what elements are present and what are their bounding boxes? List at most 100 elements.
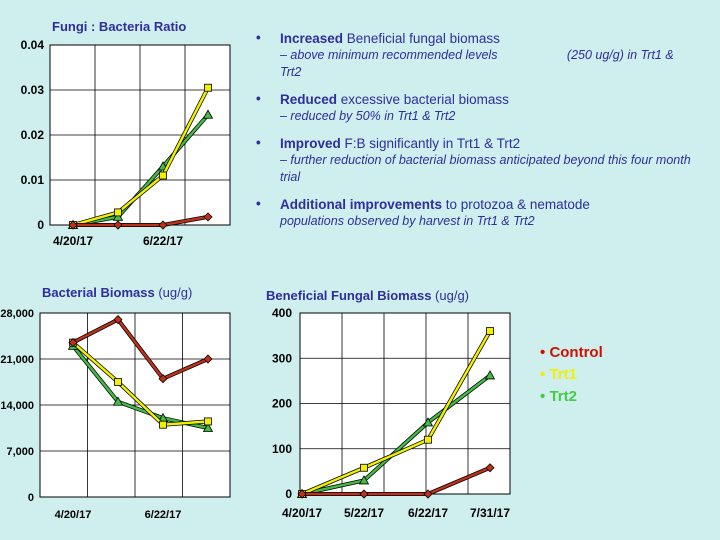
series-line-trt1 — [301, 330, 492, 496]
y-tick-label: 100 — [272, 442, 292, 456]
y-tick-label: 0.03 — [21, 83, 45, 97]
data-point-control — [158, 374, 168, 384]
finding-head: Reduced excessive bacterial biomass — [280, 91, 696, 108]
bullet-dot-icon: • — [256, 91, 261, 106]
data-point-trt1 — [159, 420, 167, 429]
finding-detail: – above minimum recommended levels (250 … — [280, 48, 678, 79]
series-line-trt1 — [72, 341, 209, 426]
finding-text: Beneficial fungal biomass — [343, 31, 500, 46]
legend-label: Trt2 — [549, 388, 577, 405]
finding-text: excessive bacterial biomass — [337, 92, 509, 107]
data-point-control — [359, 489, 369, 499]
data-point-trt1 — [204, 83, 212, 92]
chart-title-text: Beneficial Fungal Biomass — [266, 288, 431, 303]
data-point-trt2 — [484, 370, 496, 380]
chart-legend: • Control • Trt1 • Trt2 — [540, 342, 603, 408]
y-tick-label: 21,000 — [0, 354, 34, 366]
chart-title: Fungi : Bacteria Ratio — [52, 19, 186, 34]
finding-item: • Additional improvements to protozoa & … — [256, 196, 696, 230]
data-point-control — [113, 315, 123, 325]
data-point-trt1 — [424, 435, 432, 444]
data-point-control — [68, 220, 78, 230]
x-tick-label: 5/22/17 — [344, 506, 384, 520]
legend-label: Control — [549, 344, 603, 361]
data-point-control — [485, 463, 495, 473]
finding-item: • Reduced excessive bacterial biomass – … — [256, 91, 696, 125]
data-point-trt1 — [204, 417, 212, 426]
finding-detail: – further reduction of bacterial biomass… — [280, 153, 691, 184]
y-tick-label: 300 — [272, 351, 292, 365]
y-tick-label: 200 — [272, 397, 292, 411]
legend-item-trt1: • Trt1 — [540, 364, 603, 386]
series-line-trt1 — [72, 87, 210, 227]
legend-dot-icon: • — [540, 388, 546, 405]
y-tick-label: 0.02 — [21, 128, 45, 142]
y-tick-label: 0 — [285, 487, 292, 501]
y-tick-label: 28,000 — [0, 308, 34, 320]
bullet-dot-icon: • — [256, 196, 261, 211]
y-tick-label: 0 — [28, 492, 34, 504]
finding-head: Improved F:B significantly in Trt1 & Trt… — [280, 135, 696, 152]
finding-item: • Increased Beneficial fungal biomass – … — [256, 30, 696, 81]
data-point-trt1 — [360, 463, 368, 472]
y-tick-label: 7,000 — [6, 446, 34, 458]
series-line-control — [302, 466, 491, 496]
legend-item-trt2: • Trt2 — [540, 386, 603, 408]
finding-text: F:B significantly in Trt1 & Trt2 — [340, 136, 521, 151]
data-point-trt2 — [358, 475, 370, 485]
data-point-control — [203, 212, 213, 222]
data-point-control — [158, 220, 168, 230]
finding-bold: Improved — [280, 136, 341, 151]
x-tick-label: 4/20/17 — [55, 509, 92, 521]
x-tick-label: 7/31/17 — [470, 506, 510, 520]
y-tick-label: 0 — [37, 218, 44, 232]
data-point-control — [68, 338, 78, 348]
data-point-trt1 — [114, 378, 122, 386]
chart-title-text: Fungi : Bacteria Ratio — [52, 19, 186, 34]
finding-head: Increased Beneficial fungal biomass — [280, 30, 696, 47]
x-tick-label: 4/20/17 — [53, 234, 93, 248]
data-point-trt2 — [422, 417, 434, 427]
finding-bold: Increased — [280, 31, 344, 46]
series-line-control — [72, 318, 209, 380]
data-point-trt1 — [159, 171, 167, 180]
finding-head: Additional improvements to protozoa & ne… — [280, 196, 696, 213]
data-point-trt2 — [112, 211, 124, 221]
legend-dot-icon: • — [540, 366, 546, 383]
data-point-trt2 — [202, 422, 214, 432]
chart-title-unit: (ug/g) — [155, 285, 193, 300]
data-point-trt2 — [112, 396, 124, 406]
y-tick-label: 14,000 — [0, 400, 34, 412]
data-point-trt2 — [202, 109, 214, 119]
bullet-dot-icon: • — [256, 30, 261, 45]
legend-dot-icon: • — [540, 344, 546, 361]
finding-detail: – reduced by 50% in Trt1 & Trt2 — [280, 109, 456, 123]
findings-list: • Increased Beneficial fungal biomass – … — [256, 30, 696, 240]
series-line-trt2 — [301, 374, 491, 496]
series-line-control — [73, 215, 209, 227]
data-point-control — [297, 489, 307, 499]
data-point-control — [423, 489, 433, 499]
finding-text: to protozoa & nematode — [442, 197, 590, 212]
y-tick-label: 0.04 — [21, 38, 45, 52]
y-tick-label: 400 — [272, 306, 292, 320]
finding-bold: Reduced — [280, 92, 338, 107]
chart-title-unit: (ug/g) — [431, 288, 469, 303]
chart-title-text: Bacterial Biomass — [42, 285, 155, 300]
finding-item: • Improved F:B significantly in Trt1 & T… — [256, 135, 696, 186]
legend-label: Trt1 — [549, 366, 577, 383]
chart-title: Bacterial Biomass (ug/g) — [42, 285, 192, 300]
x-tick-label: 6/22/17 — [143, 234, 183, 248]
data-point-trt1 — [486, 327, 494, 336]
finding-detail: populations observed by harvest in Trt1 … — [280, 214, 535, 228]
y-tick-label: 0.01 — [21, 173, 45, 187]
legend-item-control: • Control — [540, 342, 603, 364]
bullet-dot-icon: • — [256, 135, 261, 150]
chart-title: Beneficial Fungal Biomass (ug/g) — [266, 288, 469, 303]
x-tick-label: 6/22/17 — [408, 506, 448, 520]
finding-bold: Additional improvements — [280, 197, 443, 212]
x-tick-label: 6/22/17 — [145, 509, 182, 521]
data-point-control — [113, 220, 123, 230]
x-tick-label: 4/20/17 — [282, 506, 322, 520]
